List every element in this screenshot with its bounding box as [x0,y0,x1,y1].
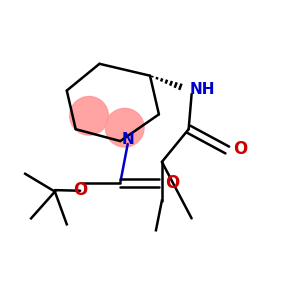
Text: O: O [73,181,87,199]
Circle shape [105,108,144,147]
Text: NH: NH [189,82,215,97]
Text: O: O [165,174,179,192]
Text: O: O [233,140,248,158]
Circle shape [70,97,108,135]
Text: N: N [121,132,134,147]
